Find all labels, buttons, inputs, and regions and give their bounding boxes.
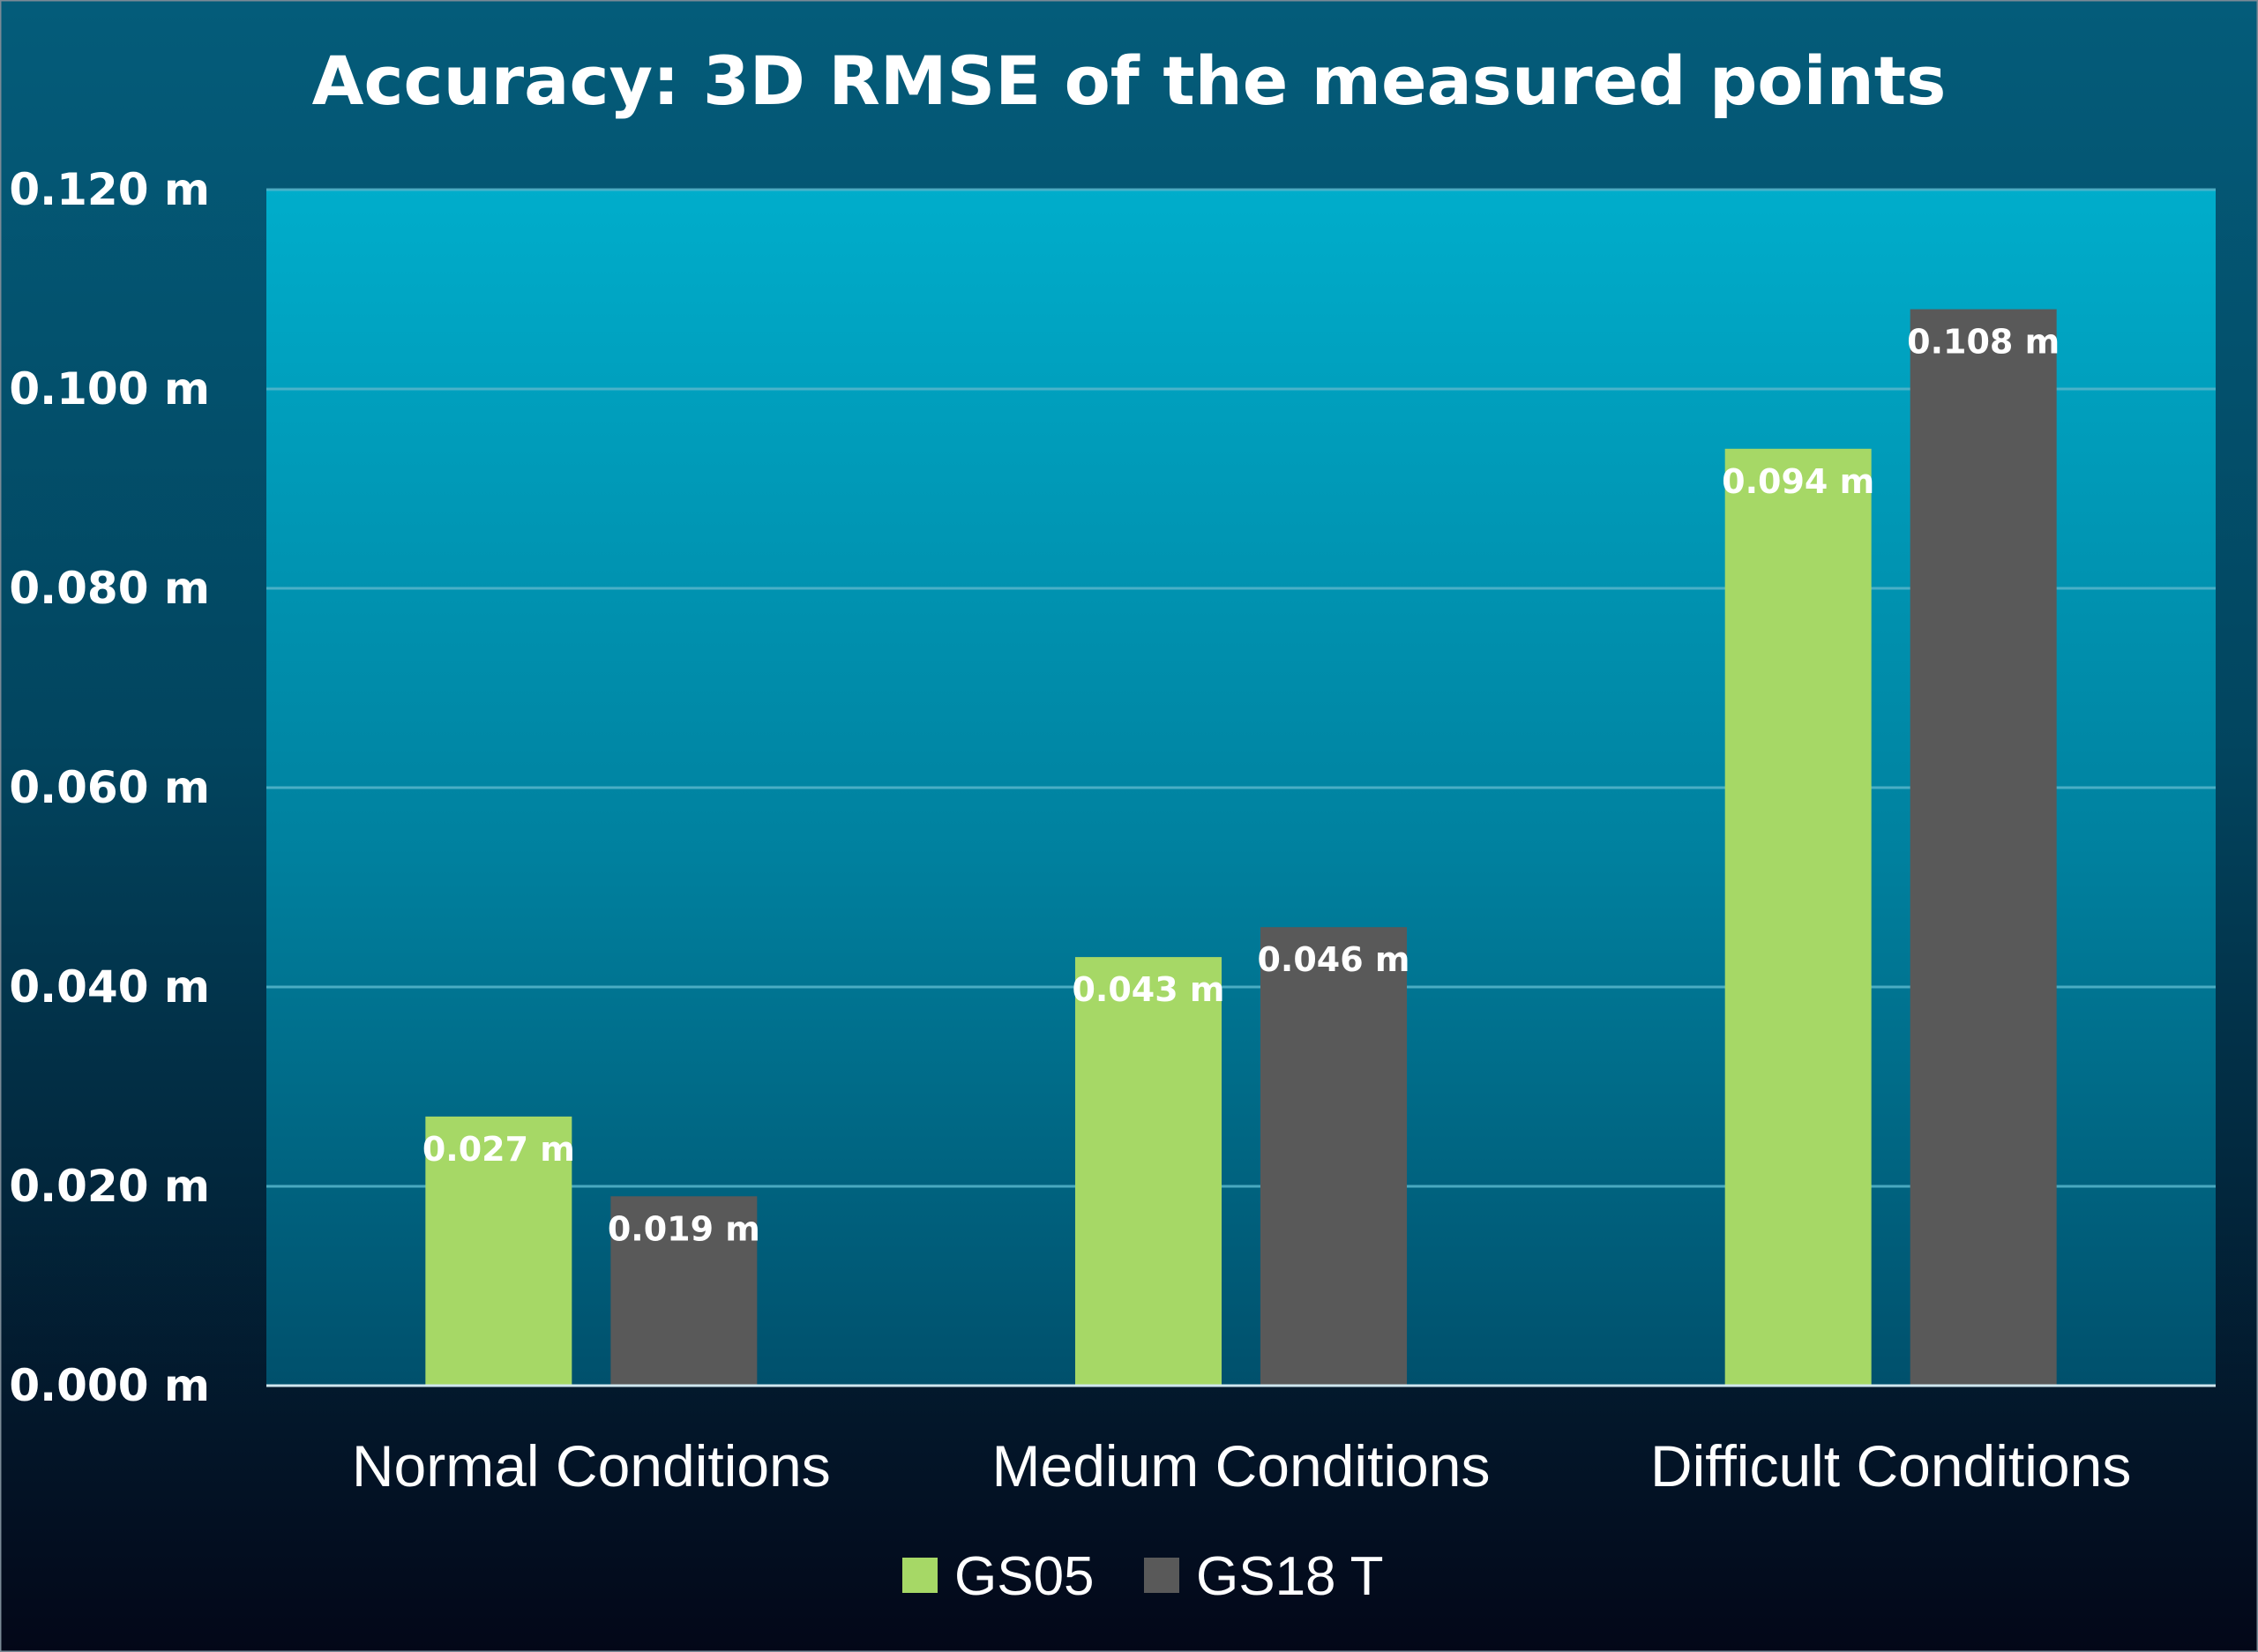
- data-labels: 0.027 m 0.019 m 0.043 m 0.046 m 0.094 m 0.108…: [422, 323, 2060, 1249]
- bar-data-label: 0.043 m: [1072, 970, 1224, 1009]
- bar-data-label: 0.027 m: [422, 1130, 575, 1169]
- legend-swatch-gs05: [902, 1558, 938, 1593]
- y-tick-label: 0.060 m: [9, 762, 210, 813]
- y-tick-label: 0.080 m: [9, 563, 210, 614]
- bars: [425, 309, 2057, 1387]
- x-axis-tick-labels: Normal Conditions Medium Conditions Diffic…: [352, 1433, 2131, 1499]
- bar-gs05-difficult-conditions: [1724, 448, 1872, 1386]
- x-tick-label: Medium Conditions: [992, 1433, 1491, 1499]
- chart-title: Accuracy: 3D RMSE of the measured points: [312, 41, 1947, 120]
- y-axis-tick-labels: 0.000 m 0.020 m 0.040 m 0.060 m 0.080 m 0.100…: [9, 164, 210, 1411]
- y-tick-label: 0.020 m: [9, 1161, 210, 1212]
- bar-gs18-t-difficult-conditions: [1910, 309, 2057, 1387]
- y-tick-label: 0.120 m: [9, 164, 210, 215]
- x-tick-label: Normal Conditions: [352, 1433, 831, 1499]
- bar-data-label: 0.108 m: [1907, 323, 2060, 362]
- bar-gs05-medium-conditions: [1075, 957, 1222, 1386]
- legend-label: GS18 T: [1196, 1546, 1384, 1607]
- y-tick-label: 0.100 m: [9, 363, 210, 415]
- bar-data-label: 0.019 m: [608, 1209, 760, 1248]
- legend-swatch-gs18-t: [1144, 1558, 1179, 1593]
- bar-data-label: 0.046 m: [1257, 940, 1409, 979]
- legend: GS05 GS18 T: [902, 1546, 1384, 1607]
- bar-gs18-t-normal-conditions: [610, 1196, 758, 1386]
- bar-data-label: 0.094 m: [1722, 462, 1874, 501]
- bar-gs18-t-medium-conditions: [1260, 927, 1407, 1386]
- legend-label: GS05: [954, 1546, 1095, 1607]
- y-tick-label: 0.040 m: [9, 961, 210, 1013]
- y-tick-label: 0.000 m: [9, 1360, 210, 1411]
- gridlines: [266, 188, 2216, 1188]
- x-tick-label: Difficult Conditions: [1650, 1433, 2131, 1499]
- bar-gs05-normal-conditions: [425, 1116, 572, 1386]
